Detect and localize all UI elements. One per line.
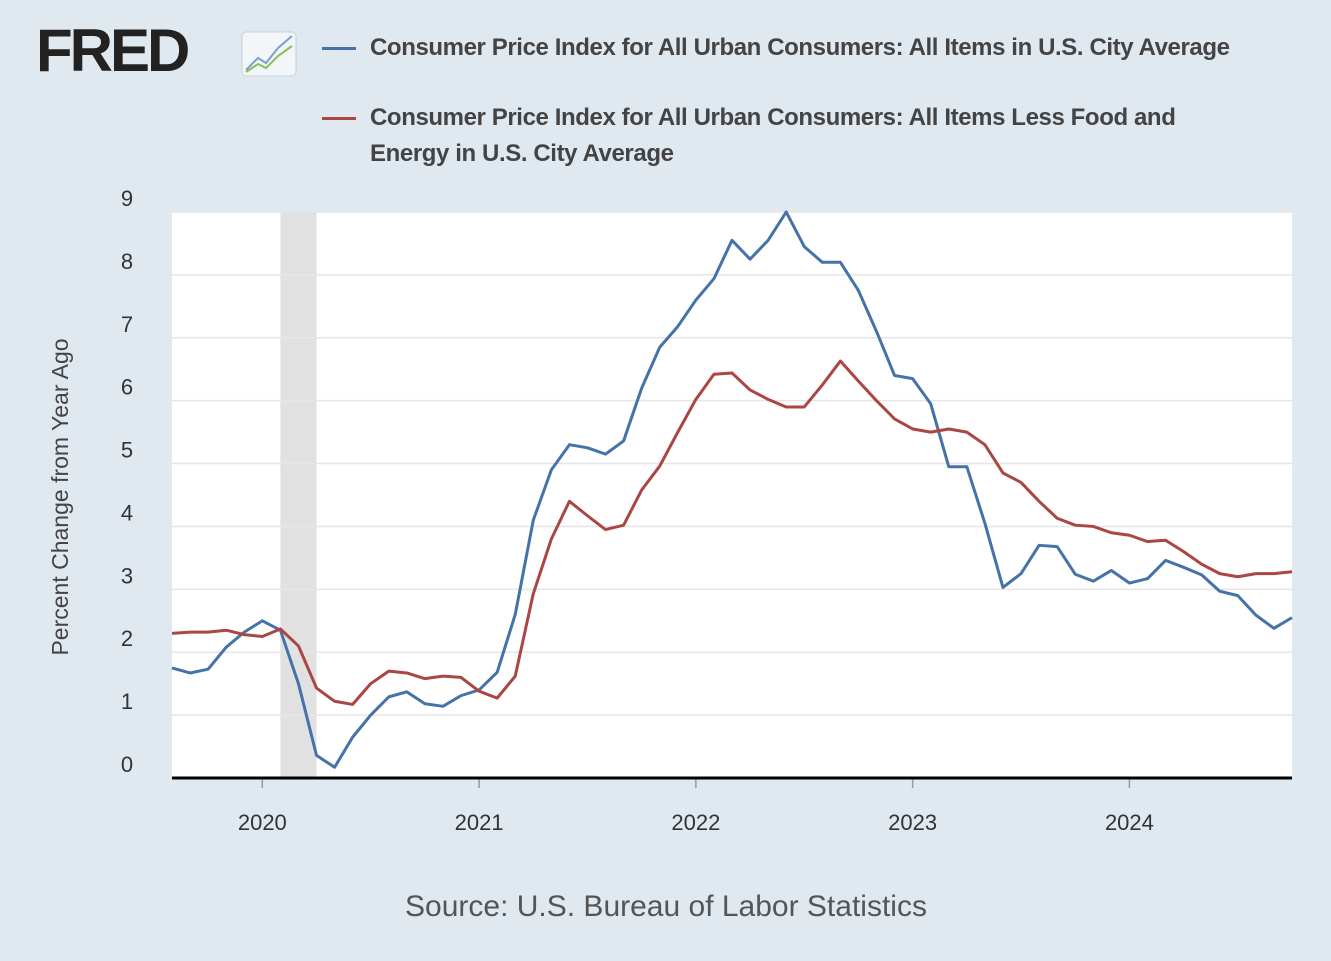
logo-icon-line: [245, 45, 293, 73]
plot-background: [172, 212, 1292, 778]
y-axis-title: Percent Change from Year Ago: [47, 338, 73, 655]
legend-item: Consumer Price Index for All Urban Consu…: [322, 30, 1242, 66]
logo-icon: [241, 31, 297, 77]
y-tick-label: 4: [121, 500, 133, 525]
logo-icon-line: [245, 35, 293, 71]
series-line: [171, 359, 1293, 706]
series-line: [171, 210, 1293, 769]
source-note: Source: U.S. Bureau of Labor Statistics: [405, 890, 927, 923]
y-tick-label: 2: [121, 626, 133, 651]
legend-swatch: [322, 117, 356, 120]
x-tick-label: 2022: [671, 810, 720, 835]
y-tick-label: 9: [121, 186, 133, 211]
logo: FRED: [36, 17, 190, 84]
x-tick-label: 2021: [455, 810, 504, 835]
legend-label: Consumer Price Index for All Urban Consu…: [370, 104, 1176, 167]
y-tick-label: 3: [121, 563, 133, 588]
legend-swatch: [322, 47, 356, 50]
y-tick-label: 1: [121, 689, 133, 714]
y-tick-label: 0: [121, 752, 133, 777]
recession-band: [280, 212, 317, 778]
legend-label: Consumer Price Index for All Urban Consu…: [370, 34, 1230, 61]
y-tick-label: 8: [121, 249, 133, 274]
x-tick-label: 2023: [888, 810, 937, 835]
x-tick-label: 2024: [1105, 810, 1154, 835]
y-tick-label: 6: [121, 375, 133, 400]
legend-item: Consumer Price Index for All Urban Consu…: [322, 100, 1242, 172]
y-tick-label: 7: [121, 312, 133, 337]
x-tick-label: 2020: [238, 810, 287, 835]
y-tick-label: 5: [121, 438, 133, 463]
